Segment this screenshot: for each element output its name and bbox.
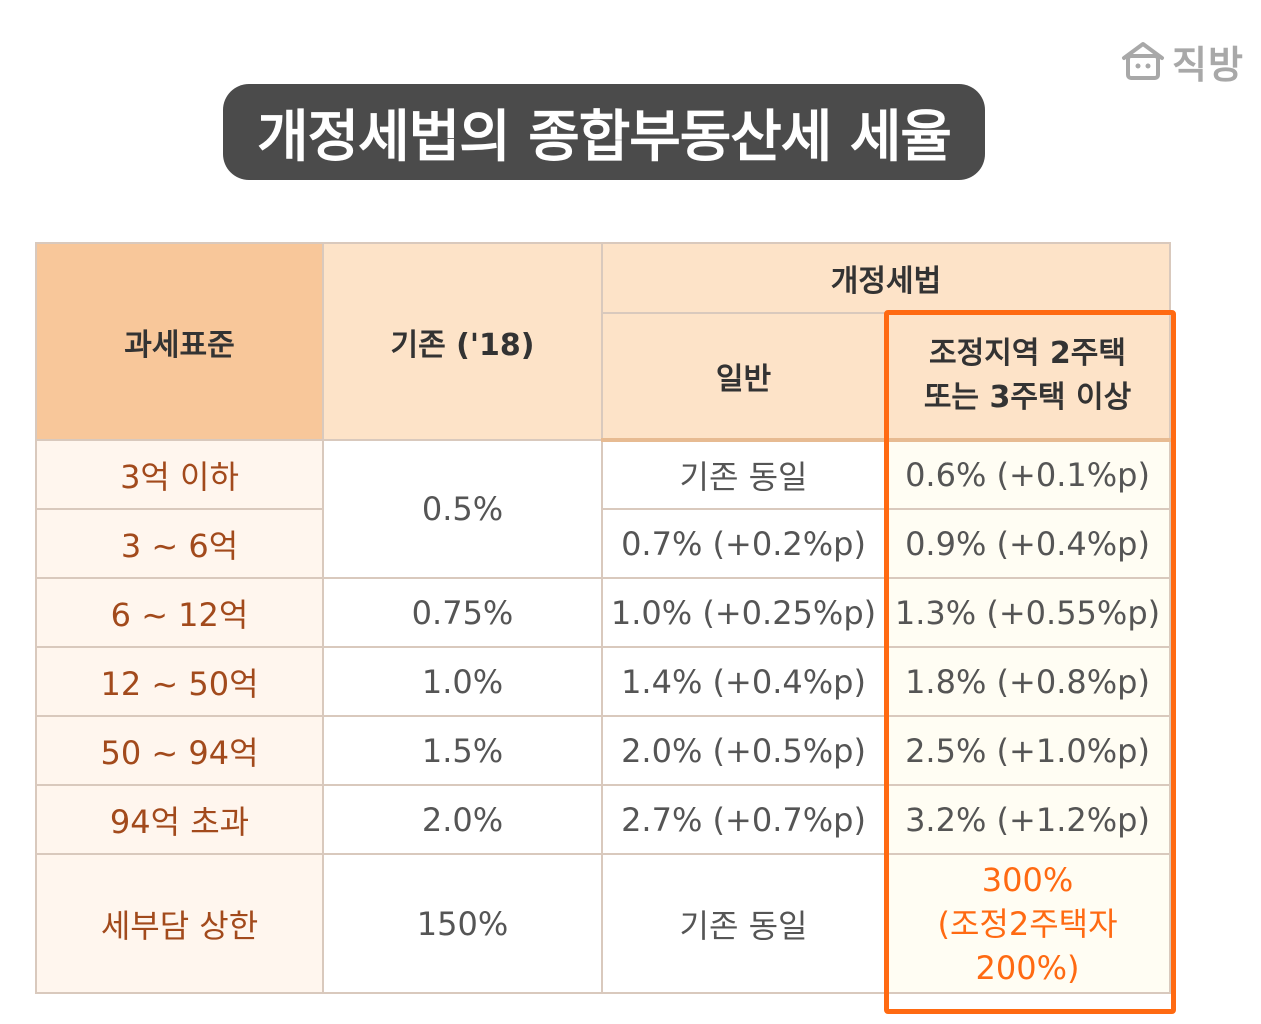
header-general: 일반	[601, 312, 886, 442]
header-adjusted: 조정지역 2주택 또는 3주택 이상	[884, 312, 1171, 442]
logo-text: 직방	[1172, 42, 1244, 87]
general-rate: 기존 동일	[601, 439, 886, 510]
general-rate: 1.4% (+0.4%p)	[601, 646, 886, 717]
adjusted-cap: 300% (조정2주택자 200%)	[884, 853, 1171, 994]
existing-rate: 0.5%	[322, 439, 603, 579]
row-label: 12 ~ 50억	[35, 646, 324, 717]
row-label: 3억 이하	[35, 439, 324, 510]
existing-rate: 150%	[322, 853, 603, 994]
header-adjusted-line2: 또는 3주택 이상	[923, 380, 1132, 415]
tax-rate-table: 과세표준 기존 ('18) 개정세법 일반 조정지역 2주택 또는 3주택 이상…	[35, 242, 1171, 994]
adjusted-rate: 1.8% (+0.8%p)	[884, 646, 1171, 717]
table-row: 12 ~ 50억 1.0% 1.4% (+0.4%p) 1.8% (+0.8%p…	[35, 646, 1171, 717]
table-row: 50 ~ 94억 1.5% 2.0% (+0.5%p) 2.5% (+1.0%p…	[35, 715, 1171, 786]
row-label: 3 ~ 6억	[35, 508, 324, 579]
header-existing: 기존 ('18)	[322, 242, 603, 441]
table-row: 94억 초과 2.0% 2.7% (+0.7%p) 3.2% (+1.2%p)	[35, 784, 1171, 855]
general-rate: 기존 동일	[601, 853, 886, 994]
header-basis: 과세표준	[35, 242, 324, 441]
existing-rate: 1.5%	[322, 715, 603, 786]
general-rate: 2.7% (+0.7%p)	[601, 784, 886, 855]
house-logo-icon	[1122, 42, 1164, 80]
adjusted-rate: 1.3% (+0.55%p)	[884, 577, 1171, 648]
general-rate: 0.7% (+0.2%p)	[601, 508, 886, 579]
adjusted-rate: 3.2% (+1.2%p)	[884, 784, 1171, 855]
adjusted-rate: 2.5% (+1.0%p)	[884, 715, 1171, 786]
adjusted-rate: 0.9% (+0.4%p)	[884, 508, 1171, 579]
header-revised: 개정세법	[601, 242, 1171, 314]
table-row: 3 ~ 6억 0.7% (+0.2%p) 0.9% (+0.4%p)	[35, 508, 1171, 579]
table-row: 6 ~ 12억 0.75% 1.0% (+0.25%p) 1.3% (+0.55…	[35, 577, 1171, 648]
header-adjusted-line1: 조정지역 2주택	[929, 336, 1126, 371]
zigbang-logo: 직방	[1118, 38, 1248, 87]
row-label: 50 ~ 94억	[35, 715, 324, 786]
adjusted-cap-line1: 300%	[981, 860, 1074, 899]
row-label: 6 ~ 12억	[35, 577, 324, 648]
general-rate: 1.0% (+0.25%p)	[601, 577, 886, 648]
existing-rate: 0.75%	[322, 577, 603, 648]
row-label: 세부담 상한	[35, 853, 324, 994]
adjusted-cap-line2: (조정2주택자 200%)	[937, 904, 1118, 987]
general-rate: 2.0% (+0.5%p)	[601, 715, 886, 786]
existing-rate: 2.0%	[322, 784, 603, 855]
table-row-cap: 세부담 상한 150% 기존 동일 300% (조정2주택자 200%)	[35, 853, 1171, 994]
title-banner: 개정세법의 종합부동산세 세율	[223, 84, 985, 180]
adjusted-rate: 0.6% (+0.1%p)	[884, 439, 1171, 510]
existing-rate: 1.0%	[322, 646, 603, 717]
page-title: 개정세법의 종합부동산세 세율	[257, 104, 952, 170]
table-row: 3억 이하 0.5% 기존 동일 0.6% (+0.1%p)	[35, 439, 1171, 579]
row-label: 94억 초과	[35, 784, 324, 855]
